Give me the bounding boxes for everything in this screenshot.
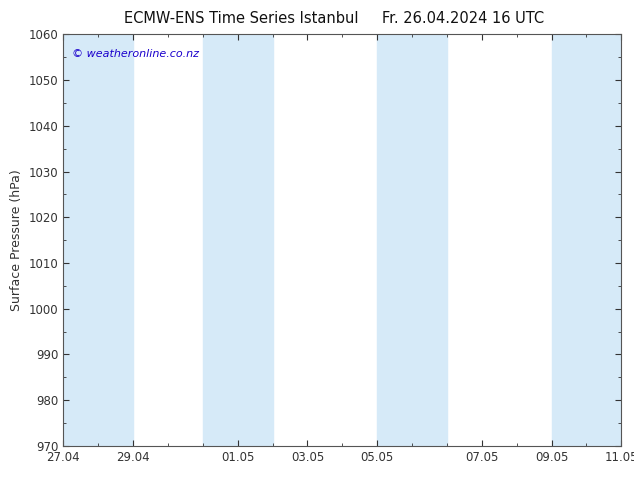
Bar: [203, 34, 273, 446]
Text: ECMW-ENS Time Series Istanbul: ECMW-ENS Time Series Istanbul: [124, 11, 358, 26]
Bar: [63, 34, 133, 446]
Y-axis label: Surface Pressure (hPa): Surface Pressure (hPa): [10, 169, 23, 311]
Text: © weatheronline.co.nz: © weatheronline.co.nz: [72, 49, 199, 59]
Text: Fr. 26.04.2024 16 UTC: Fr. 26.04.2024 16 UTC: [382, 11, 544, 26]
Bar: [377, 34, 447, 446]
Bar: [552, 34, 621, 446]
